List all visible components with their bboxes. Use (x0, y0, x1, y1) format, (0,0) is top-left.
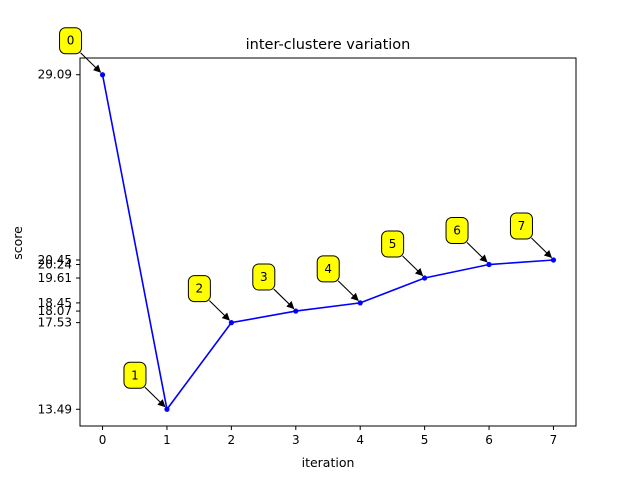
annotation-arrow (531, 237, 553, 259)
x-tick-label: 6 (485, 433, 493, 447)
annotation-2: 2 (187, 275, 230, 321)
x-tick-label: 5 (421, 433, 429, 447)
chart-title: inter-clustere variation (246, 37, 411, 53)
y-tick-label: 13.49 (38, 402, 72, 416)
data-point (99, 72, 106, 78)
annotation-box (509, 212, 533, 240)
data-point (228, 320, 234, 326)
annotation-arrow (273, 288, 295, 310)
y-tick-label: 19.61 (38, 271, 72, 285)
annotation-arrow (466, 242, 488, 263)
x-tick-label: 0 (99, 433, 107, 447)
annotation-label: 7 (518, 219, 526, 233)
plot-area (79, 57, 577, 427)
annotation-box (252, 263, 276, 291)
annotation-box (59, 27, 83, 55)
data-point (164, 406, 170, 412)
y-tick-label: 20.45 (38, 253, 72, 267)
x-tick-label: 3 (292, 433, 300, 447)
series-line (101, 74, 554, 412)
annotation-label: 6 (453, 224, 461, 238)
y-tick-label: 18.45 (38, 296, 72, 310)
x-axis: 0 1 2 3 4 5 6 7 (99, 426, 558, 447)
annotation-3: 3 (252, 263, 295, 310)
annotation-label: 4 (324, 262, 332, 276)
annotation-label: 5 (389, 237, 397, 251)
series-layer (99, 72, 557, 412)
data-point (486, 261, 492, 268)
x-axis-label: iteration (302, 455, 355, 470)
annotation-box (123, 361, 147, 389)
y-tick-label: 17.53 (38, 316, 72, 330)
annotation-arrow (80, 52, 102, 73)
annotation-label: 3 (260, 270, 268, 284)
annotation-label: 1 (131, 368, 139, 382)
x-tick-label: 2 (228, 433, 236, 447)
annotation-box (445, 217, 469, 245)
annotation-0: 0 (59, 27, 102, 73)
annotation-arrow (144, 386, 166, 408)
annotation-arrow (208, 300, 230, 321)
annotation-4: 4 (316, 255, 359, 301)
annotation-label: 0 (67, 34, 75, 48)
data-point (550, 257, 557, 263)
x-tick-label: 7 (550, 433, 558, 447)
annotation-label: 2 (196, 282, 204, 296)
x-tick-label: 4 (356, 433, 364, 447)
y-tick-label: 29.09 (38, 68, 72, 82)
plot-frame (79, 57, 577, 427)
annotation-layer: 0 1 2 3 4 5 6 7 (59, 27, 553, 408)
y-tick-label: 18.07 (38, 304, 72, 318)
annotation-6: 6 (445, 217, 488, 263)
annotation-arrow (402, 255, 424, 277)
annotation-box (381, 230, 405, 258)
data-point (357, 300, 363, 306)
annotation-arrow (337, 280, 359, 301)
annotation-1: 1 (123, 361, 166, 408)
x-tick-label: 1 (163, 433, 171, 447)
annotation-5: 5 (381, 230, 424, 277)
annotation-7: 7 (509, 212, 553, 259)
data-point (293, 308, 299, 314)
annotation-box (187, 275, 211, 303)
data-point (422, 275, 428, 281)
y-axis-label: score (10, 226, 25, 260)
y-tick-label: 20.24 (38, 258, 72, 272)
annotation-box (316, 255, 340, 283)
